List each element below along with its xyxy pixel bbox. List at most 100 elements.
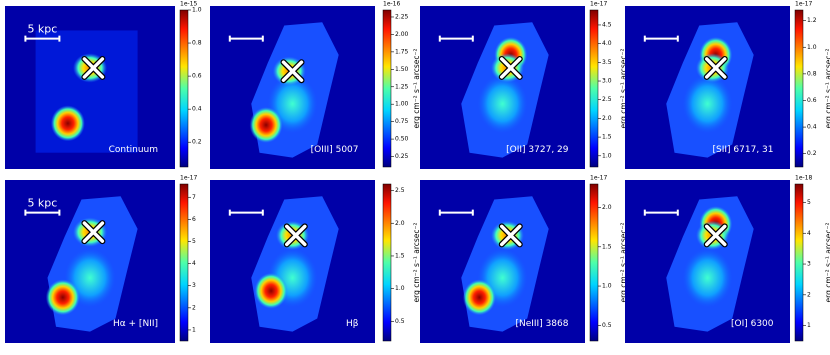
panel-label: [OII] 3727, 29 [506, 145, 569, 155]
colorbar-tick-label: 2 [192, 304, 196, 311]
panel: [NeIII] 3868 1e-17 0.5 1.0 1.5 2.0 erg cm⁻² s⁻… [420, 175, 628, 343]
colorbar-tick-label: 0.6 [192, 73, 202, 80]
colorbar-tick-label: 4.0 [602, 40, 612, 47]
colorbar-tick-label: 2.0 [602, 115, 612, 122]
nucleus-marker [705, 224, 727, 247]
colorbar-tick-label: 0.2 [192, 139, 202, 146]
colorbar-multiplier: 1e-16 [383, 1, 400, 8]
colorbar-tick-label: 1.5 [602, 134, 612, 141]
bright-knot [462, 279, 496, 316]
colorbar-tick-label: 0.75 [395, 118, 409, 125]
colorbar-tick-label: 0.8 [807, 70, 817, 77]
panel-label: [OIII] 5007 [311, 145, 359, 155]
colorbar [589, 9, 599, 168]
colorbar-tick-label: 0.8 [192, 40, 202, 47]
colorbar-tick-label: 1 [192, 326, 196, 333]
colorbar-tick-label: 1.00 [395, 101, 409, 108]
colorbar-tick-label: 0.4 [192, 106, 202, 113]
nucleus-marker [281, 60, 304, 82]
map-field [35, 30, 138, 153]
colorbar-label: erg cm⁻² s⁻¹ arcsec⁻² [619, 49, 628, 129]
panel: Hβ 0.5 1.0 1.5 2.0 2.5 erg cm⁻² s⁻¹ arcsec⁻² [210, 180, 421, 343]
bright-knot [249, 107, 283, 143]
colorbar-tick-label: 2.25 [395, 13, 409, 20]
colorbar-multiplier: 1e-17 [795, 1, 812, 8]
colorbar-tick-label: 2.5 [395, 187, 405, 194]
colorbar-tick-label: 5 [192, 238, 196, 245]
colorbar-tick-label: 3 [807, 261, 811, 268]
panel: [OI] 6300 1e-18 1 2 3 4 5 erg cm⁻² s⁻¹ arcsec⁻² [625, 175, 830, 343]
colorbar-label: erg cm⁻² s⁻¹ arcsec⁻² [412, 49, 421, 129]
nucleus-marker [82, 57, 105, 79]
colorbar-multiplier: 1e-17 [180, 175, 197, 182]
colorbar-tick-label: 5 [807, 199, 811, 206]
nucleus-marker [500, 224, 522, 247]
colorbar-tick-label: 1 [807, 322, 811, 329]
scale-bar [438, 35, 474, 42]
colorbar [179, 183, 189, 342]
panel-label: Continuum [109, 145, 158, 155]
colorbar-tick-label: 1.0 [602, 283, 612, 290]
colorbar-multiplier: 1e-18 [795, 175, 812, 182]
scale-bar [438, 209, 474, 216]
colorbar-tick-label: 1.5 [602, 243, 612, 250]
scale-bar [643, 209, 679, 216]
colorbar-tick-label: 0.6 [807, 97, 817, 104]
scale-bar [643, 35, 679, 42]
panel-label: Hα + [NII] [113, 319, 158, 329]
colorbar-tick-label: 1.5 [395, 252, 405, 259]
bright-knot [254, 272, 288, 309]
panel: [OII] 3727, 29 1e-17 1.0 1.5 2.0 2.5 3.0 3.5 4.0… [420, 1, 628, 169]
colorbar-tick-label: 1.0 [602, 152, 612, 159]
scale-label: 5 kpc [27, 23, 57, 36]
colorbar-tick-label: 3.0 [602, 78, 612, 85]
colorbar-label: erg cm⁻² s⁻¹ arcsec⁻² [619, 223, 628, 303]
nucleus-marker [285, 224, 307, 247]
panel-label: [SII] 6717, 31 [713, 145, 774, 155]
emission-knot [682, 74, 733, 134]
colorbar-multiplier: 1e-15 [180, 1, 197, 8]
colorbar [794, 9, 804, 168]
colorbar-multiplier: 1e-17 [590, 1, 607, 8]
scale-bar [228, 35, 264, 42]
nucleus-marker [82, 221, 105, 243]
colorbar-tick-label: 1.0 [807, 44, 817, 51]
colorbar-tick-label: 3 [192, 282, 196, 289]
scale-bar [24, 35, 61, 42]
colorbar-tick-label: 0.50 [395, 136, 409, 143]
colorbar-tick-label: 2.0 [602, 204, 612, 211]
colorbar [179, 9, 189, 168]
colorbar-tick-label: 2 [807, 291, 811, 298]
colorbar [382, 183, 392, 342]
panel-label: Hβ [346, 319, 359, 329]
colorbar-multiplier: 1e-17 [590, 175, 607, 182]
nucleus-marker [500, 57, 522, 79]
colorbar-label: erg cm⁻² s⁻¹ arcsec⁻² [824, 49, 830, 129]
panel-label: [NeIII] 3868 [515, 319, 568, 329]
colorbar-tick-label: 1.0 [192, 7, 202, 14]
bright-knot [45, 279, 80, 316]
colorbar-tick-label: 1.75 [395, 48, 409, 55]
scale-bar [24, 209, 61, 216]
colorbar [382, 9, 392, 168]
colorbar-tick-label: 4 [192, 260, 196, 267]
panel: [OIII] 5007 1e-16 0.25 0.50 0.75 1.00 1.25 1.50… [210, 1, 421, 169]
colorbar-tick-label: 2.5 [602, 96, 612, 103]
colorbar-tick-label: 1.2 [807, 17, 817, 24]
colorbar-tick-label: 0.25 [395, 153, 409, 160]
colorbar-tick-label: 3.5 [602, 59, 612, 66]
scale-label: 5 kpc [27, 197, 57, 210]
colorbar-tick-label: 4.5 [602, 21, 612, 28]
colorbar [589, 183, 599, 342]
colorbar-label: erg cm⁻² s⁻¹ arcsec⁻² [412, 223, 421, 303]
panel: [SII] 6717, 31 1e-17 0.2 0.4 0.6 0.8 1.0 1.2 erg… [625, 1, 830, 169]
colorbar-label: erg cm⁻² s⁻¹ arcsec⁻² [824, 223, 830, 303]
bright-knot [50, 105, 85, 142]
colorbar-tick-label: 4 [807, 230, 811, 237]
colorbar-tick-label: 7 [192, 194, 196, 201]
colorbar-tick-label: 2.0 [395, 220, 405, 227]
scale-bar [228, 209, 264, 216]
